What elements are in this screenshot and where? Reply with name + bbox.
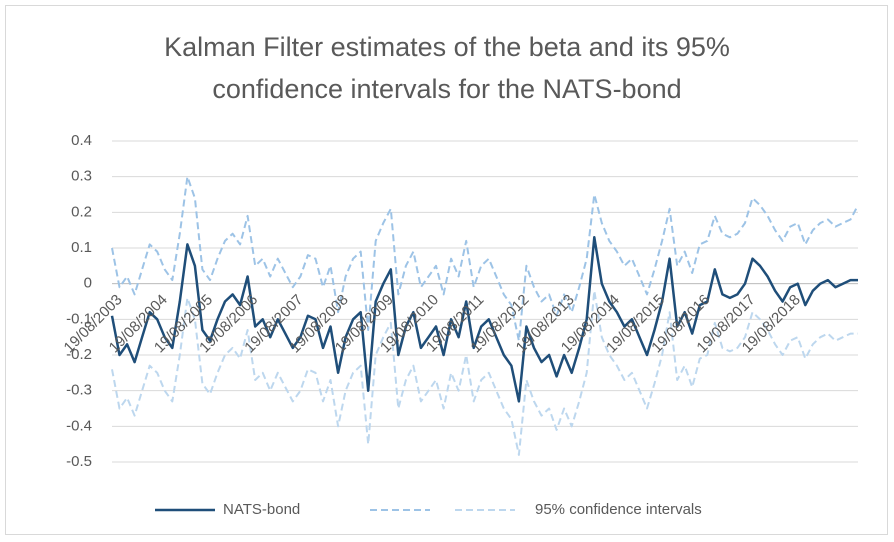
y-tick-label: 0.3 bbox=[71, 168, 92, 185]
y-tick-label: 0.1 bbox=[71, 239, 92, 256]
y-tick-label: -0.2 bbox=[66, 346, 92, 363]
y-tick-label: 0 bbox=[84, 275, 92, 292]
legend-label: NATS-bond bbox=[223, 501, 300, 518]
series-line bbox=[111, 175, 859, 342]
chart-title: Kalman Filter estimates of the beta and … bbox=[164, 32, 730, 104]
y-tick-label: -0.1 bbox=[66, 310, 92, 327]
y-tick-label: 0.2 bbox=[71, 203, 92, 220]
y-tick-label: -0.3 bbox=[66, 382, 92, 399]
y-tick-label: -0.5 bbox=[66, 453, 92, 470]
series-line bbox=[110, 236, 858, 403]
y-tick-label: -0.4 bbox=[66, 417, 92, 434]
legend-label: 95% confidence intervals bbox=[535, 501, 702, 518]
y-tick-label: 0.4 bbox=[71, 132, 92, 149]
chart-frame bbox=[5, 5, 888, 535]
series-line bbox=[111, 289, 858, 456]
